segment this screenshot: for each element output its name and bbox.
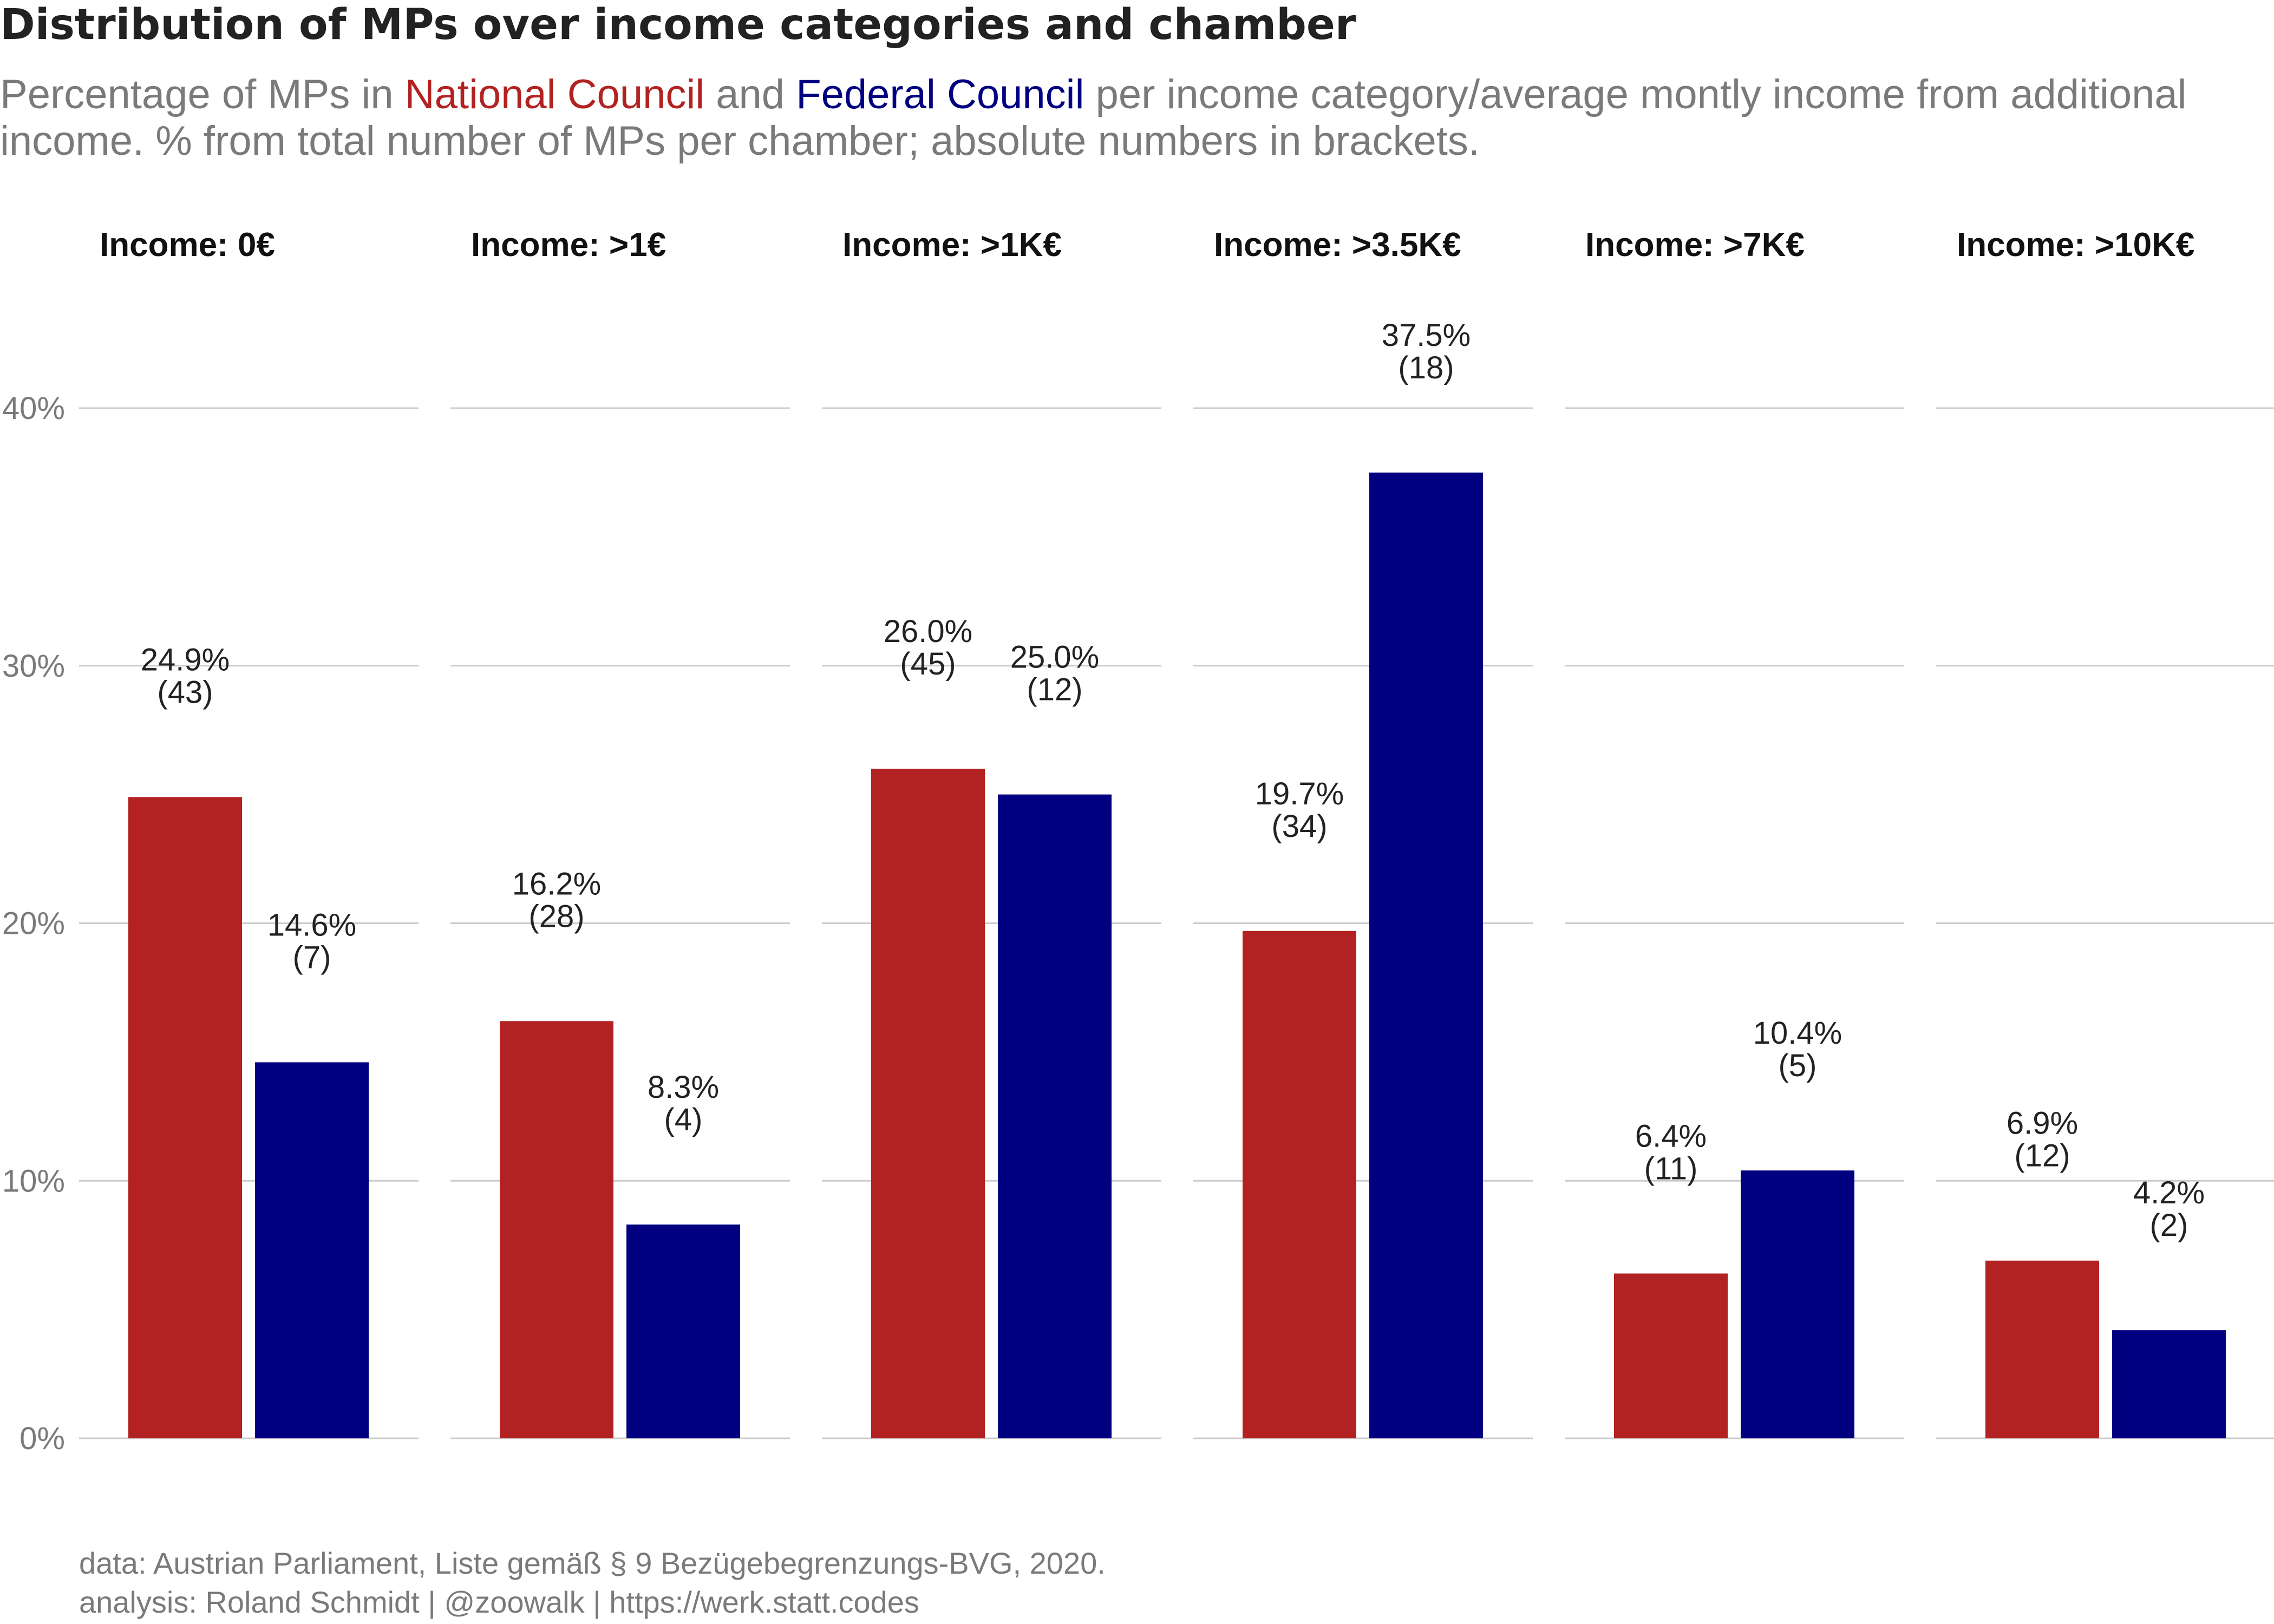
y-tick-label: 0% bbox=[19, 1421, 65, 1456]
bar-value-label: 14.6% bbox=[267, 907, 356, 942]
bar bbox=[1369, 472, 1483, 1438]
bar-value-label: 24.9% bbox=[141, 642, 230, 677]
subtitle-mid: and bbox=[704, 71, 796, 117]
bar bbox=[871, 769, 985, 1438]
bar-value-label: 6.9% bbox=[2007, 1106, 2078, 1141]
bar-count-label: (28) bbox=[528, 899, 584, 934]
bar-count-label: (18) bbox=[1398, 350, 1454, 385]
y-tick-label: 30% bbox=[2, 649, 65, 684]
bar bbox=[2112, 1330, 2226, 1438]
y-tick-label: 40% bbox=[2, 391, 65, 426]
bar-value-label: 19.7% bbox=[1255, 776, 1344, 811]
subtitle-prefix: Percentage of MPs in bbox=[0, 71, 405, 117]
bar bbox=[1985, 1260, 2099, 1438]
bar-value-label: 4.2% bbox=[2133, 1175, 2205, 1210]
bar-value-label: 6.4% bbox=[1635, 1119, 1707, 1154]
bar-count-label: (34) bbox=[1271, 809, 1327, 844]
facet-label: Income: >3.5K€ bbox=[1214, 226, 1461, 264]
bar bbox=[1243, 931, 1356, 1438]
bar bbox=[1614, 1273, 1728, 1438]
chart-subtitle: Percentage of MPs in National Council an… bbox=[0, 71, 2220, 165]
bar bbox=[128, 797, 242, 1438]
subtitle-national-council: National Council bbox=[404, 71, 705, 117]
y-tick-label: 10% bbox=[2, 1163, 65, 1199]
bar-value-label: 8.3% bbox=[648, 1070, 719, 1105]
bar bbox=[626, 1224, 740, 1438]
bar-count-label: (4) bbox=[664, 1102, 703, 1137]
bar bbox=[998, 794, 1112, 1438]
caption-analysis: analysis: Roland Schmidt | @zoowalk | ht… bbox=[79, 1585, 919, 1619]
bar-count-label: (2) bbox=[2150, 1208, 2188, 1243]
facet-label: Income: 0€ bbox=[100, 226, 275, 264]
facet-label: Income: >1€ bbox=[471, 226, 666, 264]
bar-count-label: (12) bbox=[1027, 672, 1082, 708]
bar-value-label: 37.5% bbox=[1382, 318, 1471, 353]
bar-value-label: 10.4% bbox=[1753, 1016, 1842, 1051]
bar-count-label: (45) bbox=[900, 646, 956, 682]
caption-data-source: data: Austrian Parliament, Liste gemäß §… bbox=[79, 1546, 1106, 1580]
bar-value-label: 25.0% bbox=[1010, 640, 1099, 675]
facet-label: Income: >7K€ bbox=[1585, 226, 1805, 264]
bar bbox=[500, 1021, 613, 1438]
subtitle-suffix: per income category/average montly incom… bbox=[0, 71, 2187, 164]
caption: data: Austrian Parliament, Liste gemäß §… bbox=[79, 1544, 1106, 1622]
bar bbox=[1741, 1170, 1854, 1438]
subtitle-federal-council: Federal Council bbox=[796, 71, 1084, 117]
bar bbox=[255, 1062, 369, 1438]
bar-count-label: (5) bbox=[1779, 1048, 1817, 1083]
bar-value-label: 26.0% bbox=[884, 614, 972, 649]
bar-count-label: (7) bbox=[293, 940, 331, 975]
facet-label: Income: >1K€ bbox=[842, 226, 1062, 264]
bar-value-label: 16.2% bbox=[512, 866, 601, 901]
y-tick-label: 20% bbox=[2, 906, 65, 941]
bar-count-label: (12) bbox=[2014, 1138, 2070, 1174]
bar-count-label: (43) bbox=[157, 675, 213, 710]
facet-label: Income: >10K€ bbox=[1957, 226, 2194, 264]
chart-title: Distribution of MPs over income categori… bbox=[0, 1, 1356, 49]
bar-count-label: (11) bbox=[1644, 1151, 1698, 1187]
